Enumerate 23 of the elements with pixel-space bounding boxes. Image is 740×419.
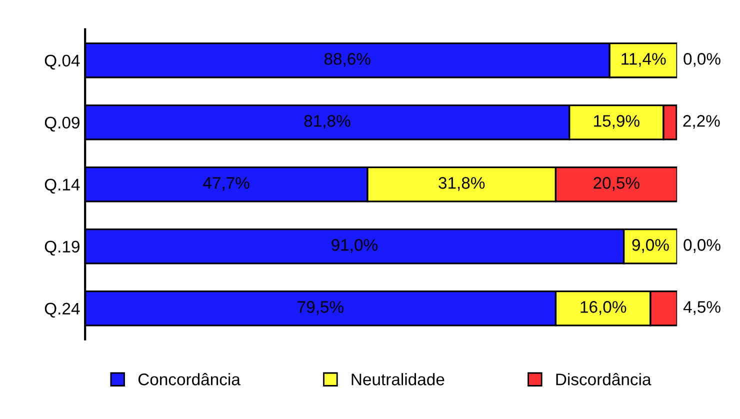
- y-tick-label: Q.09: [44, 116, 80, 132]
- legend-label: Concordância: [138, 373, 240, 386]
- data-label: 81,8%: [304, 115, 350, 129]
- y-tick-label: Q.24: [44, 302, 80, 318]
- data-label: 2,2%: [683, 115, 720, 129]
- legend-label: Neutralidade: [352, 373, 444, 386]
- data-label: 0,0%: [684, 53, 720, 67]
- data-label: 11,4%: [622, 53, 666, 67]
- data-label: 31,8%: [438, 177, 485, 191]
- data-label: 20,5%: [594, 177, 640, 191]
- y-tick-label: Q.04: [44, 54, 80, 70]
- data-label: 15,9%: [594, 115, 640, 129]
- legend-label: Discordância: [556, 373, 652, 386]
- data-label: 88,6%: [324, 53, 370, 67]
- data-label: 47,7%: [203, 177, 250, 191]
- data-label: 16,0%: [580, 301, 626, 315]
- data-label: 9,0%: [632, 239, 669, 253]
- data-label: 4,5%: [683, 301, 720, 315]
- y-tick-label: Q.14: [44, 178, 80, 194]
- data-label: 91,0%: [332, 239, 378, 253]
- data-label: 0,0%: [684, 239, 720, 253]
- data-label: 79,5%: [298, 301, 344, 315]
- y-tick-label: Q.19: [44, 240, 80, 256]
